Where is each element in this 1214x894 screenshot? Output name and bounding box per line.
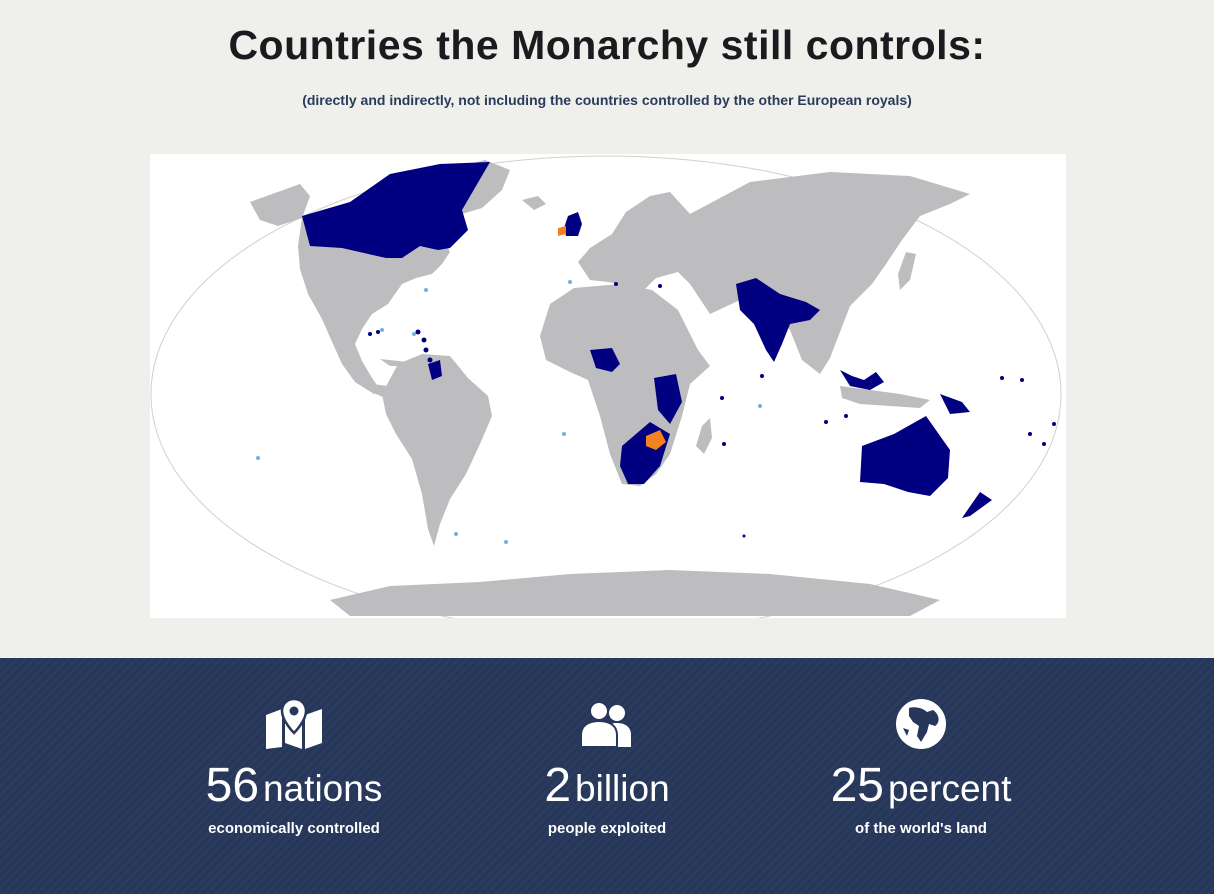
country-uk bbox=[564, 212, 582, 236]
land-asia bbox=[678, 172, 970, 374]
island-marker bbox=[1052, 422, 1056, 426]
island-marker bbox=[1028, 432, 1032, 436]
stat-nations-number: 56 bbox=[205, 759, 260, 812]
territory-marker bbox=[256, 456, 260, 460]
stat-land-unit: percent bbox=[887, 768, 1012, 809]
territory-marker bbox=[562, 432, 566, 436]
page-subtitle: (directly and indirectly, not including … bbox=[302, 92, 912, 108]
land-indonesia bbox=[840, 386, 930, 408]
country-new-zealand bbox=[962, 492, 992, 518]
stat-nations-unit: nations bbox=[263, 768, 383, 809]
island-marker bbox=[368, 332, 372, 336]
territory-marker bbox=[380, 328, 384, 332]
land-europe bbox=[578, 192, 696, 290]
land-iceland bbox=[522, 196, 546, 210]
land-south-america bbox=[382, 354, 492, 546]
land-japan bbox=[898, 252, 916, 290]
land-antarctica bbox=[330, 570, 940, 616]
island-marker bbox=[1020, 378, 1024, 382]
land-north-america bbox=[298, 208, 450, 394]
country-india bbox=[736, 278, 820, 362]
world-map-svg bbox=[150, 155, 1062, 618]
small-states-layer bbox=[256, 280, 1056, 544]
island-marker bbox=[376, 330, 380, 334]
island-marker bbox=[658, 284, 662, 288]
island-marker bbox=[415, 329, 421, 335]
island-marker bbox=[1042, 442, 1046, 446]
stat-nations-caption: economically controlled bbox=[208, 820, 380, 837]
stat-land-number: 25 bbox=[830, 759, 884, 812]
country-papua-new-guinea bbox=[940, 394, 970, 414]
map-pin-icon bbox=[134, 698, 454, 750]
stats-band: 56 nations economically controlled 2 billi… bbox=[0, 658, 1214, 894]
stat-nations: 56 nations economically controlled bbox=[134, 698, 454, 837]
country-west-africa-group bbox=[590, 348, 620, 372]
country-malaysia bbox=[840, 370, 884, 390]
page-title: Countries the Monarchy still controls: bbox=[228, 22, 986, 68]
island-marker bbox=[722, 442, 726, 446]
highlight-zimbabwe bbox=[646, 430, 666, 450]
land-madagascar bbox=[696, 418, 712, 454]
country-guyana bbox=[428, 360, 442, 380]
stat-people-caption: people exploited bbox=[547, 820, 667, 837]
island-marker bbox=[427, 357, 433, 363]
territory-marker bbox=[424, 288, 428, 292]
island-marker bbox=[1000, 376, 1004, 380]
land-alaska bbox=[250, 184, 310, 226]
country-canada bbox=[302, 162, 490, 258]
country-australia bbox=[860, 416, 950, 496]
stat-land: 25 percent of the world's land bbox=[761, 698, 1081, 837]
island-marker bbox=[824, 420, 828, 424]
island-marker bbox=[742, 534, 746, 538]
map-outline bbox=[150, 155, 1062, 618]
stat-people-number: 2 bbox=[544, 759, 572, 812]
island-marker bbox=[614, 282, 618, 286]
island-marker bbox=[760, 374, 764, 378]
territory-marker bbox=[758, 404, 762, 408]
stat-land-caption: of the world's land bbox=[855, 820, 987, 837]
highlight-ireland bbox=[558, 226, 566, 236]
island-marker bbox=[421, 337, 427, 343]
highlight-layer bbox=[558, 226, 666, 450]
territory-marker bbox=[412, 332, 416, 336]
island-marker bbox=[720, 396, 724, 400]
territory-marker bbox=[454, 532, 458, 536]
territory-marker bbox=[568, 280, 572, 284]
people-icon bbox=[447, 698, 767, 750]
territory-marker bbox=[504, 540, 508, 544]
stat-people: 2 billion people exploited bbox=[447, 698, 767, 837]
country-east-africa-group bbox=[654, 374, 682, 424]
island-marker bbox=[844, 414, 848, 418]
world-map bbox=[150, 154, 1066, 618]
globe-icon bbox=[761, 698, 1081, 750]
stat-people-unit: billion bbox=[575, 768, 670, 809]
island-marker bbox=[423, 347, 429, 353]
